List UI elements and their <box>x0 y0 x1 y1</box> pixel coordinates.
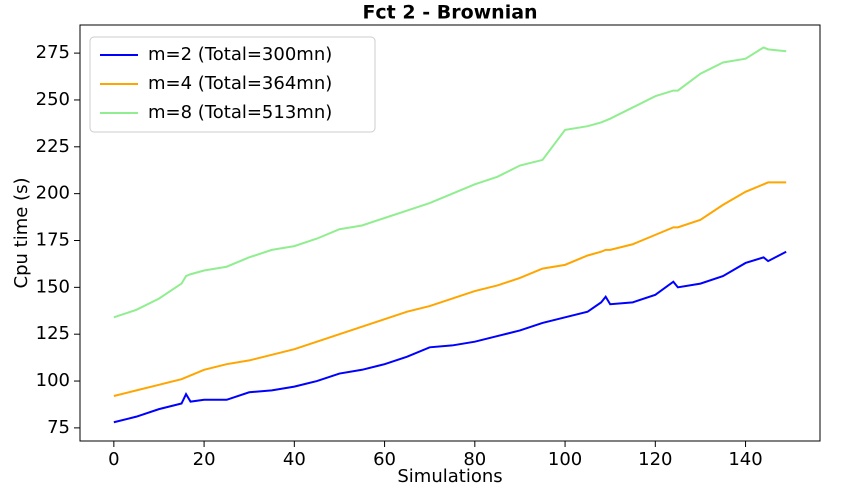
y-tick-label: 175 <box>36 229 70 250</box>
y-tick-label: 275 <box>36 42 70 63</box>
x-tick-label: 20 <box>193 449 216 470</box>
x-axis-label: Simulations <box>397 466 502 487</box>
y-tick-label: 75 <box>47 417 70 438</box>
y-axis-label: Cpu time (s) <box>11 178 32 289</box>
y-tick-label: 200 <box>36 183 70 204</box>
legend-label: m=4 (Total=364mn) <box>148 73 332 94</box>
legend-label: m=2 (Total=300mn) <box>148 44 332 65</box>
x-tick-label: 0 <box>108 449 119 470</box>
series-line <box>113 250 787 424</box>
legend-box <box>89 36 376 133</box>
x-tick-label: 40 <box>283 449 306 470</box>
x-tick-label: 60 <box>373 449 396 470</box>
y-tick-label: 100 <box>36 370 70 391</box>
y-tick-label: 250 <box>36 89 70 110</box>
x-tick-label: 80 <box>463 449 486 470</box>
chart-title: Fct 2 - Brownian <box>362 2 537 24</box>
x-tick-label: 100 <box>548 449 582 470</box>
y-tick-label: 150 <box>36 276 70 297</box>
legend-label: m=8 (Total=513mn) <box>148 102 332 123</box>
series-line <box>113 46 787 319</box>
x-tick-label: 120 <box>638 449 672 470</box>
plot-frame <box>79 24 821 442</box>
x-tick-label: 140 <box>728 449 762 470</box>
series-line <box>113 181 787 397</box>
y-tick-label: 225 <box>36 136 70 157</box>
y-tick-label: 125 <box>36 323 70 344</box>
